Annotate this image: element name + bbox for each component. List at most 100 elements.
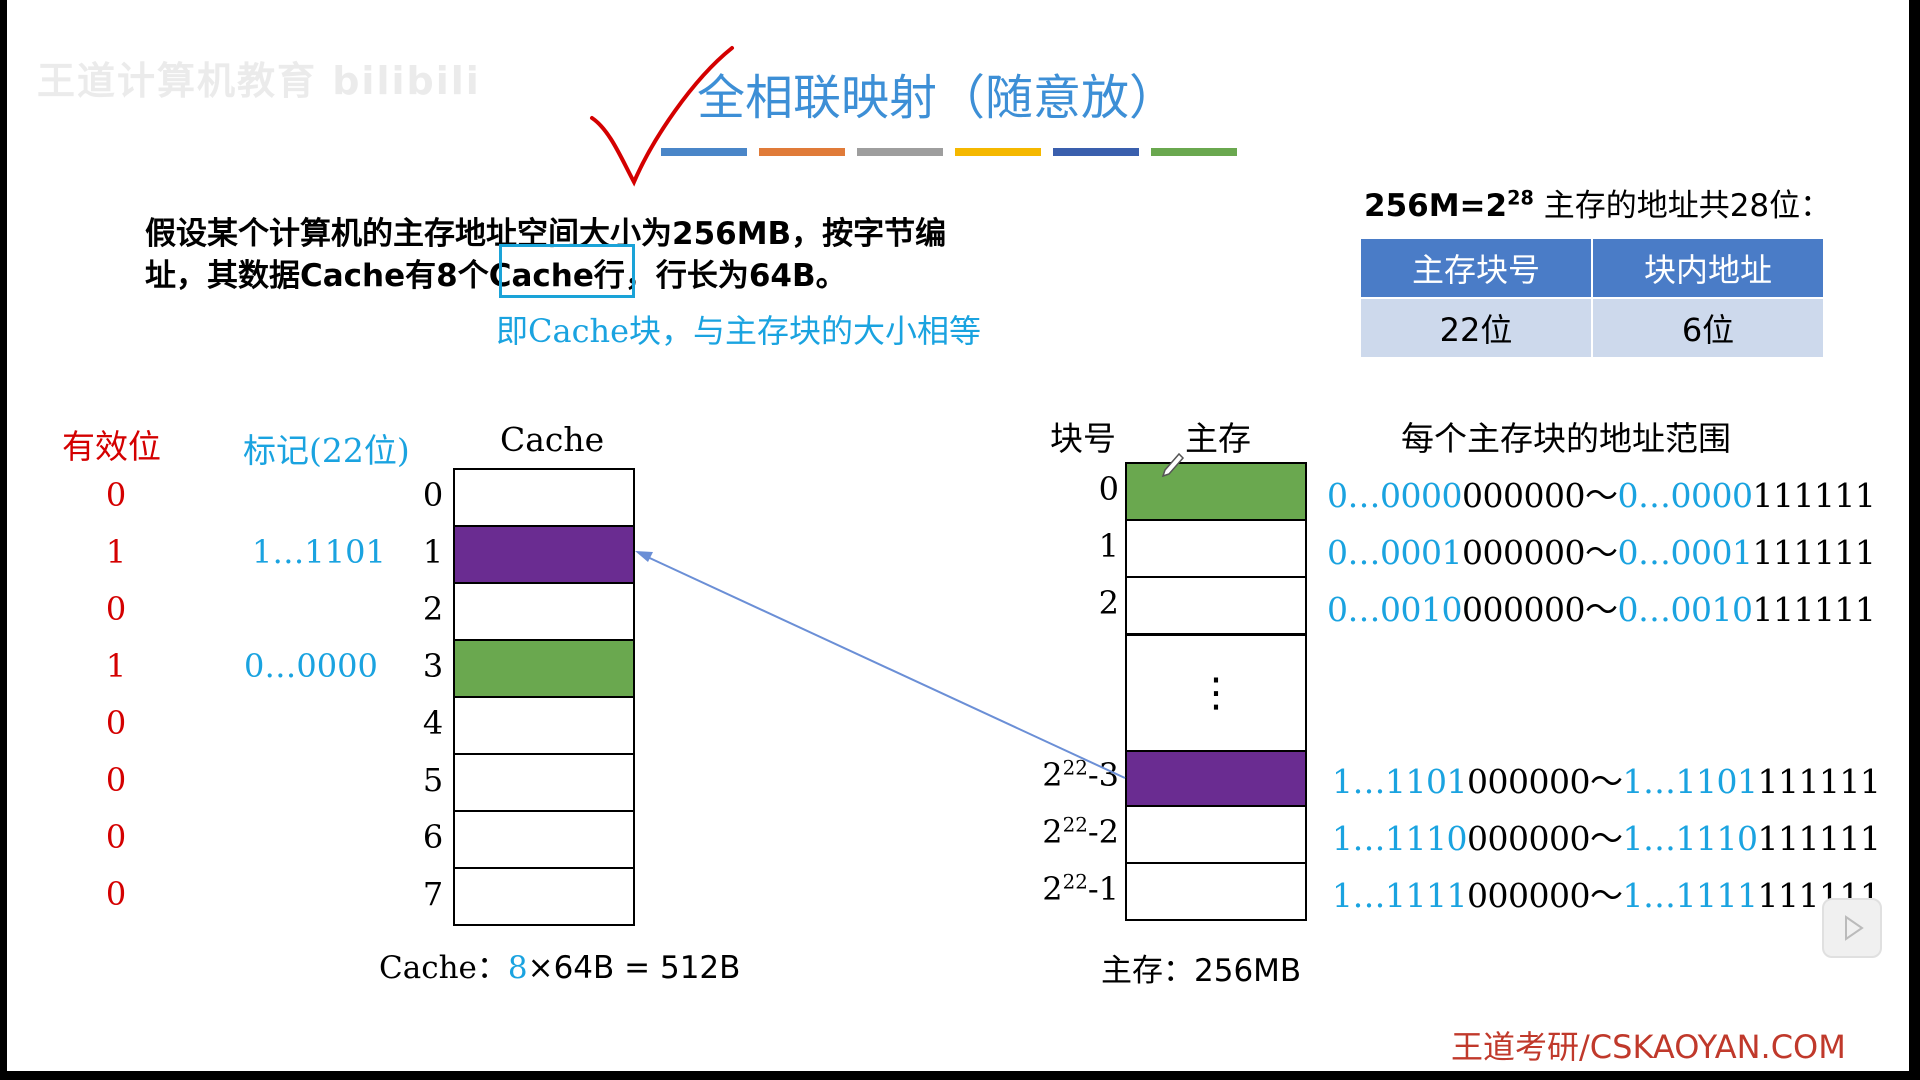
accent-bar <box>955 148 1041 156</box>
block-base: 0 <box>1098 470 1119 508</box>
block-base: 1 <box>1098 527 1119 565</box>
valid-bit: 0 <box>105 704 127 742</box>
address-range: 1…1111000000～1…1111111111 <box>1332 869 1881 917</box>
address-range: 0…0000000000～0…0000111111 <box>1327 469 1876 517</box>
range-start-low: 000000 <box>1461 533 1585 572</box>
range-tilde: ～ <box>1584 476 1618 515</box>
cache-line-index: 5 <box>422 761 444 799</box>
range-start-low: 000000 <box>1466 762 1590 801</box>
memory-size-label: 主存：256MB <box>1101 953 1302 989</box>
cache-size-rest: ×64B = 512B <box>527 950 741 986</box>
range-start-high: 1…1101 <box>1332 762 1467 801</box>
valid-bit: 0 <box>105 590 127 628</box>
cache-line <box>453 867 635 926</box>
header-block-offset: 块内地址 <box>1591 237 1825 299</box>
block-offset: -1 <box>1087 870 1119 908</box>
header-block-number: 主存块号 <box>1359 237 1593 299</box>
cache-size-prefix: Cache： <box>379 950 508 986</box>
range-end-high: 0…0001 <box>1617 533 1753 572</box>
range-end-low: 111111 <box>1752 476 1876 515</box>
range-start-high: 1…1111 <box>1332 876 1467 915</box>
range-end-high: 0…0000 <box>1617 476 1753 515</box>
problem-line-2: 址，其数据Cache有8个Cache行，行长为64B。 <box>145 250 847 295</box>
range-tilde: ～ <box>1584 533 1618 572</box>
slide: 王道计算机教育 bilibili 全相联映射（随意放） 假设某个计算机的主存地址… <box>7 0 1909 1071</box>
memory-block <box>1125 519 1307 578</box>
range-start-low: 000000 <box>1466 819 1590 858</box>
valid-bit: 0 <box>105 476 127 514</box>
address-summary: 256M=228 主存的地址共28位： <box>1364 180 1831 225</box>
address-suffix: 主存的地址共28位： <box>1533 188 1832 224</box>
memory-block-number: 222-1 <box>1001 870 1119 908</box>
memory-block-number: 222-2 <box>1001 813 1119 851</box>
range-start-low: 000000 <box>1466 876 1590 915</box>
block-exponent: 22 <box>1062 870 1088 894</box>
range-tilde: ～ <box>1589 876 1623 915</box>
range-start-low: 000000 <box>1461 590 1585 629</box>
range-start-high: 1…1110 <box>1332 819 1467 858</box>
memory-block-number: 222-3 <box>1001 756 1119 794</box>
problem-line-2-a: 址，其数据Cache有8个 <box>145 258 489 294</box>
address-range: 1…1101000000～1…1101111111 <box>1332 755 1881 803</box>
cache-line-index: 3 <box>422 647 444 685</box>
cache-line <box>453 696 635 755</box>
range-end-high: 0…0010 <box>1617 590 1753 629</box>
valid-bit: 1 <box>105 533 127 571</box>
block-base: 2 <box>1042 813 1063 851</box>
cache-line-index: 2 <box>422 590 444 628</box>
memory-block-number: 1 <box>1001 527 1119 565</box>
memory-block-number: 2 <box>1001 584 1119 622</box>
valid-bit: 0 <box>105 761 127 799</box>
accent-bar <box>1053 148 1139 156</box>
address-exponent: 28 <box>1507 186 1534 210</box>
highlight-box <box>499 244 635 298</box>
cache-line-index: 1 <box>422 533 444 571</box>
block-base: 2 <box>1042 756 1063 794</box>
memory-block-ellipsis: ⋮ <box>1125 634 1307 752</box>
pen-cursor-icon <box>1161 452 1185 478</box>
block-exponent: 22 <box>1062 756 1088 780</box>
range-end-low: 111111 <box>1757 762 1881 801</box>
play-icon <box>1845 915 1864 941</box>
cache-line-index: 4 <box>422 704 444 742</box>
cache-size-count: 8 <box>507 950 528 986</box>
address-range: 0…0010000000～0…0010111111 <box>1327 583 1876 631</box>
range-end-low: 111111 <box>1752 533 1876 572</box>
range-start-high: 0…0001 <box>1327 533 1462 572</box>
range-end-high: 1…1110 <box>1622 819 1758 858</box>
value-block-number: 22位 <box>1359 297 1593 359</box>
range-end-low: 111111 <box>1757 819 1881 858</box>
player-button[interactable] <box>1822 898 1882 958</box>
valid-bit-header: 有效位 <box>62 427 161 466</box>
mapping-arrow <box>635 551 1126 779</box>
slide-title: 全相联映射（随意放） <box>697 70 1178 126</box>
problem-highlight: Cache行 <box>488 258 625 294</box>
accent-bar <box>759 148 845 156</box>
address-format-table: 主存块号 块内地址 22位 6位 <box>1359 237 1825 359</box>
cache-header: Cache <box>500 420 605 459</box>
block-offset: -2 <box>1087 813 1119 851</box>
range-end-high: 1…1111 <box>1622 876 1758 915</box>
accent-bar <box>661 148 747 156</box>
cache-block-note: 即Cache块，与主存块的大小相等 <box>496 312 982 350</box>
cache-line <box>453 525 635 584</box>
memory-block <box>1125 862 1307 921</box>
accent-bar <box>1151 148 1237 156</box>
range-tilde: ～ <box>1589 819 1623 858</box>
block-number-header: 块号 <box>1050 419 1116 458</box>
ellipsis: ⋮ <box>1196 670 1236 716</box>
range-end-high: 1…1101 <box>1622 762 1758 801</box>
footer-brand: 王道考研/CSKAOYAN.COM <box>1451 1028 1846 1066</box>
cache-tag: 0…0000 <box>244 647 378 685</box>
cache-tag: 1…1101 <box>252 533 386 571</box>
valid-bit: 1 <box>105 647 127 685</box>
cache-size-label: Cache：8×64B = 512B <box>379 942 740 987</box>
cache-line-index: 0 <box>422 476 444 514</box>
memory-block-number: 0 <box>1001 470 1119 508</box>
accent-bar <box>857 148 943 156</box>
block-base: 2 <box>1098 584 1119 622</box>
range-start-high: 0…0010 <box>1327 590 1462 629</box>
address-range: 1…1110000000～1…1110111111 <box>1332 812 1881 860</box>
range-tilde: ～ <box>1584 590 1618 629</box>
problem-line-2-b: ，行长为64B。 <box>624 258 847 294</box>
